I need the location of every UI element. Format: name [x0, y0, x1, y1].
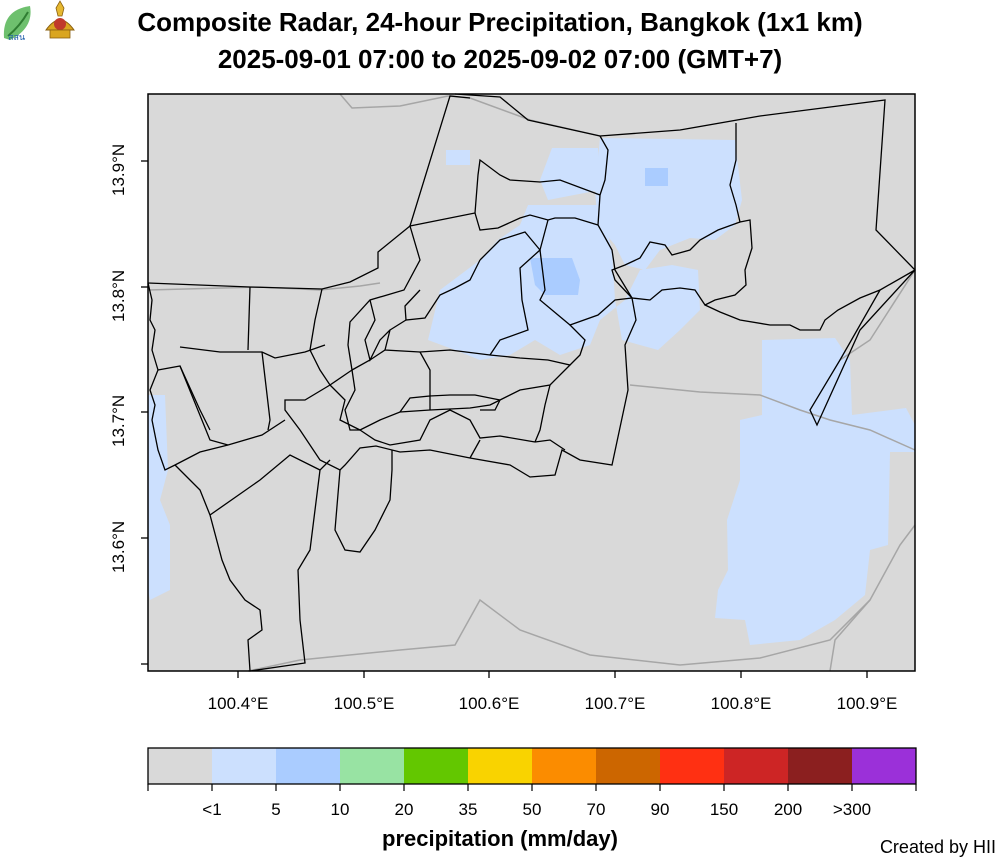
ssn-logo: สสน — [3, 6, 31, 43]
x-axis-label-100.4: 100.4°E — [207, 694, 269, 713]
legend-tick-label: 10 — [330, 800, 350, 819]
legend-tick-label: <1 — [202, 800, 222, 819]
credit-text: Created by HII — [879, 837, 996, 857]
y-axis-label-13.7: 13.7°N — [109, 394, 128, 447]
legend-tick-label: >300 — [832, 800, 872, 819]
legend-swatch — [724, 748, 789, 784]
legend-swatch — [596, 748, 661, 784]
legend-swatch — [340, 748, 405, 784]
x-axis-label-100.9: 100.9°E — [836, 694, 898, 713]
legend-swatch — [852, 748, 917, 784]
legend-swatch — [468, 748, 533, 784]
y-axis-label-13.8: 13.8°N — [109, 269, 128, 322]
legend-swatch — [212, 748, 277, 784]
royal-emblem — [45, 0, 75, 39]
legend-swatch — [660, 748, 725, 784]
legend-title: precipitation (mm/day) — [382, 826, 618, 851]
legend-tick-label: 70 — [586, 800, 606, 819]
x-axis-label-100.5: 100.5°E — [333, 694, 395, 713]
map-subtitle: 2025-09-01 07:00 to 2025-09-02 07:00 (GM… — [217, 44, 783, 74]
legend-tick-label: 35 — [458, 800, 478, 819]
x-axis-label-100.6: 100.6°E — [458, 694, 520, 713]
legend-swatch — [404, 748, 469, 784]
legend-swatch — [788, 748, 853, 784]
x-axis-label-100.7: 100.7°E — [584, 694, 646, 713]
legend-tick-label: 150 — [709, 800, 739, 819]
y-axis-label-13.9: 13.9°N — [109, 143, 128, 196]
map-title: Composite Radar, 24-hour Precipitation, … — [137, 7, 863, 37]
legend-tick-label: 200 — [773, 800, 803, 819]
x-axis-label-100.8: 100.8°E — [710, 694, 772, 713]
legend-swatch — [148, 748, 213, 784]
ssn-logo-text: สสน — [8, 33, 25, 43]
map-frame — [147, 93, 916, 672]
legend-tick-label: 5 — [271, 800, 281, 819]
legend-swatch — [532, 748, 597, 784]
district-borders — [147, 93, 916, 672]
legend-swatch — [276, 748, 341, 784]
legend-tick-label: 90 — [650, 800, 670, 819]
province-borders — [147, 93, 916, 672]
legend-tick-label: 20 — [394, 800, 414, 819]
logos: สสน — [3, 0, 75, 43]
y-axis-label-13.6: 13.6°N — [109, 520, 128, 573]
axis-ticks — [141, 160, 868, 678]
legend-tick-label: 50 — [522, 800, 542, 819]
legend-color-bar — [147, 747, 917, 791]
